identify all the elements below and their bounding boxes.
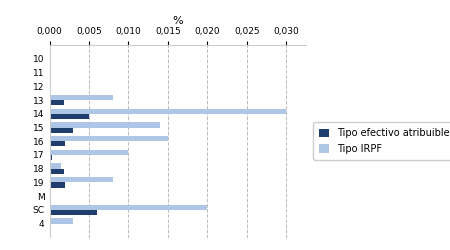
Bar	[50, 164, 61, 169]
Bar	[50, 150, 128, 155]
Bar	[50, 95, 112, 100]
Bar	[50, 141, 65, 146]
Bar	[50, 128, 73, 133]
Bar	[50, 122, 160, 128]
Bar	[50, 182, 65, 188]
X-axis label: %: %	[172, 16, 183, 26]
Bar	[50, 108, 286, 114]
Bar	[50, 100, 64, 105]
Bar	[50, 136, 168, 141]
Bar	[50, 169, 64, 174]
Bar	[50, 218, 73, 224]
Bar	[50, 210, 97, 215]
Bar	[50, 204, 207, 210]
Bar	[50, 155, 52, 160]
Bar	[50, 177, 112, 182]
Legend: Tipo efectivo atribuible, Tipo IRPF: Tipo efectivo atribuible, Tipo IRPF	[314, 122, 450, 160]
Bar	[50, 114, 89, 119]
